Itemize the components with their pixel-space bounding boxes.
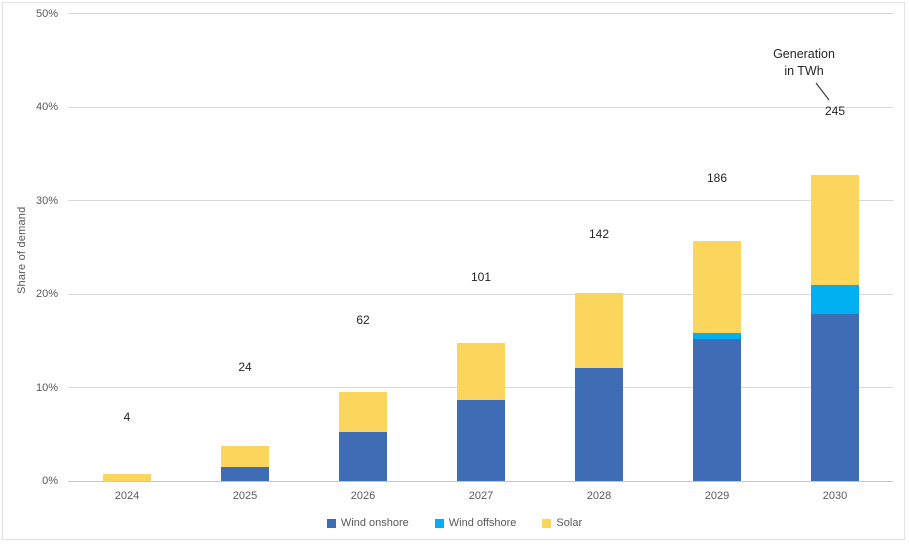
y-tick-label: 40% xyxy=(35,101,58,113)
legend: Wind onshore Wind offshore Solar xyxy=(0,517,909,529)
bar-segment-wind-onshore xyxy=(575,367,623,481)
bar-segment-wind-offshore xyxy=(811,284,859,314)
generation-value-label: 101 xyxy=(470,269,492,284)
y-tick-label: 30% xyxy=(35,194,58,207)
generation-annotation-line1: Generation xyxy=(773,47,835,61)
callout-line-icon xyxy=(815,82,830,101)
gridline-40% xyxy=(68,106,893,108)
x-axis-label: 2028 xyxy=(586,490,612,502)
x-axis-label: 2025 xyxy=(232,490,258,502)
gridline-0% xyxy=(68,480,893,482)
bar-segment-wind-onshore xyxy=(221,466,269,481)
y-tick-label: 10% xyxy=(35,381,58,394)
x-axis-label: 2024 xyxy=(114,490,140,502)
legend-item-wind-offshore: Wind offshore xyxy=(434,517,517,529)
bar-segment-solar xyxy=(103,474,151,481)
bar-segment-solar xyxy=(811,175,859,285)
x-axis-label: 2027 xyxy=(468,490,494,502)
generation-value-label: 4 xyxy=(123,410,131,425)
bar-segment-wind-onshore xyxy=(457,399,505,481)
y-tick-label: 20% xyxy=(35,288,58,300)
generation-value-label: 142 xyxy=(588,227,610,242)
bar-segment-wind-onshore xyxy=(693,338,741,481)
bar-segment-solar xyxy=(457,342,505,400)
legend-swatch-icon xyxy=(326,518,336,528)
legend-label: Wind offshore xyxy=(448,517,517,529)
bar-segment-solar xyxy=(575,293,623,368)
legend-item-solar: Solar xyxy=(542,517,582,529)
generation-value-label: 24 xyxy=(238,360,252,375)
x-axis-label: 2026 xyxy=(350,490,376,502)
generation-value-label: 186 xyxy=(706,170,728,185)
legend-swatch-icon xyxy=(542,518,552,528)
generation-value-label: 62 xyxy=(356,313,370,328)
x-axis-label: 2030 xyxy=(822,490,848,502)
gridline-30% xyxy=(68,200,893,201)
legend-swatch-icon xyxy=(434,518,444,528)
x-axis-label: 2029 xyxy=(704,490,730,502)
bar-segment-wind-offshore xyxy=(693,333,741,339)
gridline-20% xyxy=(68,293,893,295)
bar-segment-wind-onshore xyxy=(811,313,859,481)
bar-segment-solar xyxy=(693,240,741,334)
bar-segment-solar xyxy=(339,392,387,433)
y-tick-label: 0% xyxy=(42,475,58,487)
generation-value-label: 245 xyxy=(824,104,846,119)
generation-annotation: Generation in TWh xyxy=(745,46,863,80)
bar-segment-solar xyxy=(221,446,269,467)
legend-item-wind-onshore: Wind onshore xyxy=(326,517,409,529)
y-tick-label: 50% xyxy=(35,7,58,20)
legend-label: Solar xyxy=(556,517,583,529)
gridline-50% xyxy=(68,13,893,14)
bar-segment-wind-onshore xyxy=(339,432,387,481)
generation-annotation-line2: in TWh xyxy=(784,64,824,78)
legend-label: Wind onshore xyxy=(340,517,409,529)
